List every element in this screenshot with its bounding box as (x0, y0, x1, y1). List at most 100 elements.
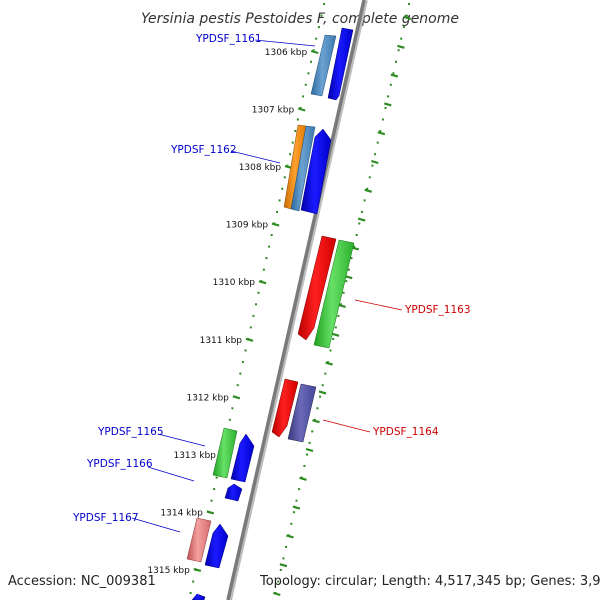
ruler-dot (347, 268, 350, 271)
leader-line (131, 517, 181, 533)
feature-ypdsf-1162[interactable] (283, 124, 332, 215)
ruler-tick-label: 1308 kbp (239, 163, 282, 173)
gene-arrow (271, 378, 299, 438)
map-title: Yersinia pestis Pestoides F, complete ge… (141, 11, 459, 27)
feature-ypdsf-1164[interactable] (271, 378, 317, 443)
ruler-dot (262, 268, 265, 271)
gene-label-ypdsf-1167[interactable]: YPDSF_1167 (72, 512, 139, 524)
ruler-tick (344, 275, 353, 280)
ruler-dot (329, 349, 332, 352)
ruler-dot (326, 361, 329, 364)
ruler-dot (315, 37, 318, 40)
ruler-tick (364, 188, 373, 193)
ruler-dot (210, 499, 213, 502)
ruler-dot (192, 580, 195, 583)
ruler-tick-label: 1307 kbp (252, 106, 295, 116)
ruler-dot (366, 187, 369, 190)
ruler-dot (337, 314, 340, 317)
ruler-tick (318, 390, 327, 395)
ruler-dot (213, 488, 216, 491)
ruler-tick (383, 102, 392, 107)
ruler-tick-label: 1315 kbp (147, 566, 190, 576)
genome-summary-text: Topology: circular; Length: 4,517,345 bp… (260, 574, 600, 589)
ruler-dot (292, 511, 295, 514)
ruler-group: 1306 kbp 1307 kbp 1308 kbp 1309 kbp 1310 kbp… (147, 3, 412, 597)
ruler-tick-label: 1311 kbp (200, 336, 243, 346)
ruler-dot (389, 83, 392, 86)
ruler-dot (397, 49, 400, 52)
gene-label-ypdsf-1162[interactable]: YPDSF_1162 (170, 144, 237, 156)
ruler-tick (299, 476, 307, 481)
ruler-dot (304, 83, 307, 86)
ruler-tick (397, 44, 405, 49)
ruler-tick-label: 1313 kbp (173, 451, 216, 461)
ruler-dot (306, 453, 308, 456)
ruler-dot (316, 407, 319, 410)
ruler-dot (310, 60, 312, 63)
ruler-tick (258, 280, 267, 285)
ruler-tick (245, 337, 254, 342)
ruler-dot (228, 418, 231, 421)
ruler-tick (279, 563, 288, 568)
ruler-dot (257, 291, 260, 294)
ruler-dot (289, 153, 292, 156)
ruler-dot (299, 106, 302, 109)
ruler-tick (331, 332, 340, 337)
ruler-dot (350, 257, 353, 260)
ruler-dot (371, 164, 374, 167)
ruler-tick (310, 49, 319, 55)
ruler-dot (189, 592, 192, 594)
accession-text: Accession: NC_009381 (8, 574, 156, 589)
ruler-dot (374, 153, 377, 156)
ruler-dot (319, 395, 322, 398)
ruler-dot (276, 210, 278, 213)
ruler-dot (317, 26, 320, 29)
ruler-tick (286, 534, 294, 539)
gene-label-ypdsf-1161[interactable]: YPDSF_1161 (195, 33, 262, 45)
gene-label-ypdsf-1164[interactable]: YPDSF_1164 (372, 426, 439, 438)
ruler-dot (379, 130, 382, 132)
feature-ypdsf-1161[interactable] (310, 27, 354, 101)
ruler-tick (325, 361, 333, 366)
ruler-tick (370, 159, 379, 165)
ruler-dot (302, 95, 305, 98)
ruler-dot (307, 72, 310, 75)
ruler-dot (279, 569, 282, 571)
cog-bar (186, 517, 212, 563)
ruler-dot (231, 407, 234, 410)
ruler-dot (249, 326, 252, 329)
ruler-dot (295, 499, 298, 502)
ruler-tick (357, 217, 366, 222)
ruler-dot (241, 361, 244, 364)
ruler-dot (376, 141, 379, 144)
gene-label-ypdsf-1165[interactable]: YPDSF_1165 (97, 426, 164, 438)
ruler-tick (206, 510, 215, 515)
gene-arrow (300, 128, 332, 215)
ruler-dot (283, 176, 286, 179)
feature-ypdsf-1167[interactable] (186, 517, 229, 569)
ruler-tick-label: 1310 kbp (213, 278, 256, 288)
gene-label-ypdsf-1166[interactable]: YPDSF_1166 (86, 458, 153, 470)
ruler-dot (355, 234, 358, 236)
gene-arrow (230, 433, 255, 483)
ruler-dot (303, 465, 306, 467)
ruler-dot (282, 557, 285, 560)
leader-line (147, 466, 195, 482)
ruler-tick (272, 591, 281, 597)
feature-ypdsf-1166[interactable] (224, 483, 243, 502)
ruler-dot (239, 372, 242, 375)
gene-arrow (327, 27, 354, 101)
gene-label-ypdsf-1163[interactable]: YPDSF_1163 (404, 304, 471, 316)
ruler-dot (381, 118, 384, 121)
ruler-tick (377, 131, 386, 136)
feature-ypdsf-1165[interactable] (212, 427, 255, 483)
ruler-dot (332, 338, 335, 340)
ruler-dot (252, 314, 255, 317)
ruler-dot (363, 199, 366, 202)
ruler-dot (323, 3, 326, 5)
ruler-dot (244, 349, 247, 352)
leader-line (322, 419, 371, 433)
ruler-dot (285, 545, 287, 548)
feature-ypdsf-1163[interactable] (297, 235, 355, 349)
